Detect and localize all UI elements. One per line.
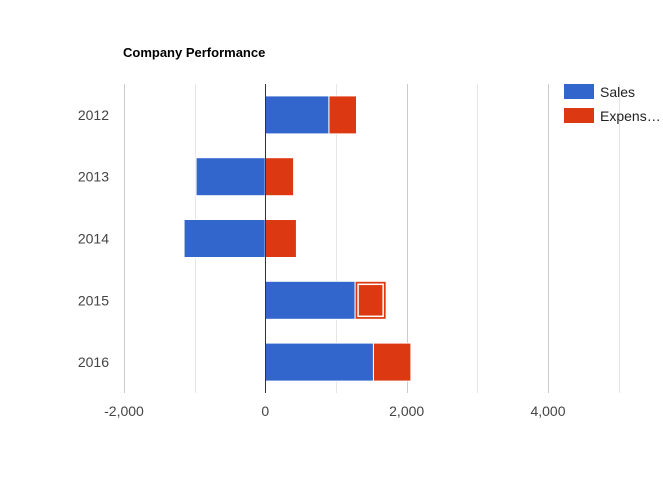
y-tick-label: 2016 bbox=[78, 354, 109, 370]
bar-sales-2014[interactable] bbox=[183, 219, 266, 258]
x-tick-label: 0 bbox=[261, 403, 269, 419]
bar-sales-2013[interactable] bbox=[195, 157, 266, 197]
legend-swatch bbox=[564, 108, 594, 123]
x-tick-label: 2,000 bbox=[389, 403, 424, 419]
bar-sales-2012[interactable] bbox=[264, 95, 330, 135]
legend-swatch bbox=[564, 84, 594, 99]
bar-sales-2015[interactable] bbox=[264, 280, 356, 320]
y-tick-label: 2013 bbox=[78, 169, 109, 185]
x-axis-tick-labels: -2,000 0 2,000 4,000 bbox=[104, 403, 566, 419]
bar-expens--2016[interactable] bbox=[372, 342, 412, 382]
bar-highlight-outline bbox=[357, 283, 384, 318]
bars bbox=[183, 95, 412, 382]
x-tick-label: -2,000 bbox=[104, 403, 144, 419]
bar-expens--2013[interactable] bbox=[264, 157, 295, 197]
y-tick-label: 2015 bbox=[78, 292, 109, 308]
y-axis-tick-labels: 2012 2013 2014 2015 2016 bbox=[78, 107, 109, 370]
legend: Sales Expens… bbox=[564, 84, 661, 124]
bar-sales-2016[interactable] bbox=[264, 342, 374, 382]
y-tick-label: 2014 bbox=[78, 231, 109, 247]
bar-expens--2012[interactable] bbox=[328, 95, 357, 135]
bar-expens--2014[interactable] bbox=[264, 219, 297, 258]
chart-title: Company Performance bbox=[123, 45, 265, 60]
x-tick-label: 4,000 bbox=[530, 403, 565, 419]
legend-label[interactable]: Sales bbox=[600, 84, 635, 100]
y-tick-label: 2012 bbox=[78, 107, 109, 123]
legend-label[interactable]: Expens… bbox=[600, 108, 661, 124]
bar-expens--2015[interactable] bbox=[354, 280, 387, 320]
